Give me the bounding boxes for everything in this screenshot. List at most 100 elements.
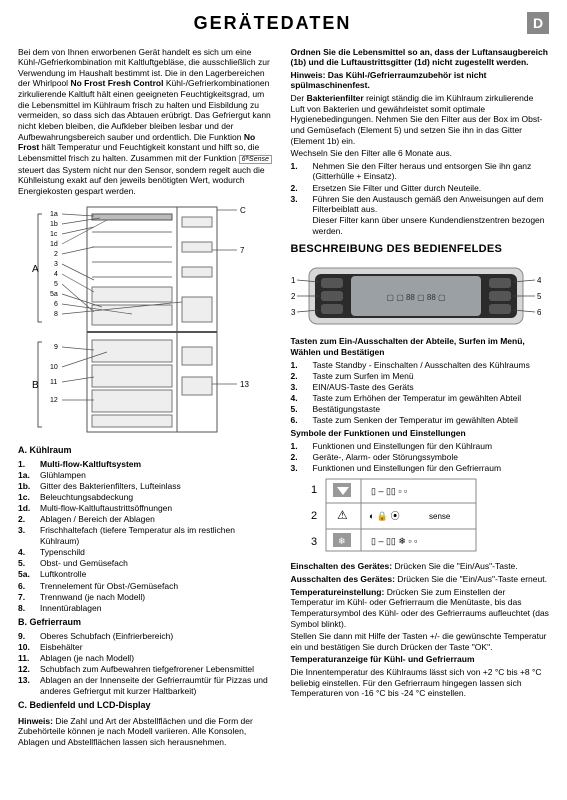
svg-text:10: 10 bbox=[50, 364, 58, 371]
list-item: 1b.Gitter des Bakterienfilters, Lufteinl… bbox=[18, 481, 277, 492]
sense-badge: 6ᵗʰSense bbox=[239, 155, 272, 164]
section-a-head: A. Kühlraum bbox=[18, 445, 277, 456]
filterwechsel: Wechseln Sie den Filter alle 6 Monate au… bbox=[291, 148, 550, 159]
list-item: 1.Taste Standby - Einschalten / Ausschal… bbox=[291, 360, 550, 371]
list-item: 3.Funktionen und Einstellungen für den G… bbox=[291, 463, 550, 474]
list-item: 4.Typenschild bbox=[18, 547, 277, 558]
symbole-list: 1.Funktionen und Einstellungen für den K… bbox=[291, 441, 550, 474]
list-item: 5.Bestätigungstaste bbox=[291, 404, 550, 415]
svg-text:◐ 🔒 ⦿: ◐ 🔒 ⦿ bbox=[369, 511, 400, 521]
svg-text:6: 6 bbox=[537, 308, 541, 317]
list-item: 13.Ablagen an der Innenseite der Gefrier… bbox=[18, 675, 277, 696]
svg-text:1a: 1a bbox=[50, 211, 58, 218]
tasten-list: 1.Taste Standby - Einschalten / Ausschal… bbox=[291, 360, 550, 426]
bakterien-p: Der Bakterienfilter reinigt ständig die … bbox=[291, 93, 550, 146]
ordnen-head: Ordnen Sie die Lebensmittel so an, dass … bbox=[291, 47, 550, 68]
list-item: 2.Ablagen / Bereich der Ablagen bbox=[18, 514, 277, 525]
svg-text:2: 2 bbox=[311, 510, 317, 522]
list-item: 11.Ablagen (je nach Modell) bbox=[18, 653, 277, 664]
list-item: 6.Taste zum Senken der Temperatur im gew… bbox=[291, 415, 550, 426]
svg-text:▢ ▢ 88 ▢ 88 ▢: ▢ ▢ 88 ▢ 88 ▢ bbox=[386, 293, 445, 302]
left-column: Bei dem von Ihnen erworbenen Gerät hande… bbox=[18, 45, 277, 750]
list-item: 2.Geräte-, Alarm- oder Störungssymbole bbox=[291, 452, 550, 463]
svg-text:sense: sense bbox=[429, 512, 451, 521]
svg-text:7: 7 bbox=[240, 246, 245, 255]
list-item: 1a.Glühlampen bbox=[18, 470, 277, 481]
right-column: Ordnen Sie die Lebensmittel so an, dass … bbox=[291, 45, 550, 750]
list-item: 3.Führen Sie den Austausch gemäß den Anw… bbox=[291, 194, 550, 215]
hinweis1-text: Die Zahl und Art der Abstellflächen und … bbox=[18, 716, 253, 747]
svg-text:9: 9 bbox=[54, 344, 58, 351]
tasten-head: Tasten zum Ein-/Ausschalten der Abteile,… bbox=[291, 336, 550, 357]
list-item: 1d.Multi-flow-Kaltluftaustrittsöffnungen bbox=[18, 503, 277, 514]
intro-b1: No Frost Fresh Control bbox=[70, 78, 163, 88]
hinweis-2: Hinweis: Das Kühl-/Gefrierraumzubehör is… bbox=[291, 70, 550, 91]
list-item: Dieser Filter kann über unsere Kundendie… bbox=[291, 215, 550, 236]
list-item: 4.Taste zum Erhöhen der Temperatur im ge… bbox=[291, 393, 550, 404]
einschalten: Einschalten des Gerätes: Drücken Sie die… bbox=[291, 561, 550, 572]
list-item: 10.Eisbehälter bbox=[18, 642, 277, 653]
svg-text:1d: 1d bbox=[50, 241, 58, 248]
panel-title: BESCHREIBUNG DES BEDIENFELDES bbox=[291, 243, 550, 257]
list-item: 5a.Luftkontrolle bbox=[18, 569, 277, 580]
list-item: 9.Oberes Schubfach (Einfrierbereich) bbox=[18, 631, 277, 642]
svg-text:❄: ❄ bbox=[338, 536, 346, 546]
list-item: 1.Nehmen Sie den Filter heraus und entso… bbox=[291, 161, 550, 182]
svg-text:B: B bbox=[32, 380, 39, 391]
filter-steps: 1.Nehmen Sie den Filter heraus und entso… bbox=[291, 161, 550, 237]
temperaturanzeige-text: Die Innentemperatur des Kühlraums lässt … bbox=[291, 667, 550, 699]
list-item: 3.EIN/AUS-Taste des Geräts bbox=[291, 382, 550, 393]
svg-text:1b: 1b bbox=[50, 221, 58, 228]
list-b: 9.Oberes Schubfach (Einfrierbereich)10.E… bbox=[18, 631, 277, 697]
section-c-head: C. Bedienfeld und LCD-Display bbox=[18, 700, 277, 711]
svg-text:13: 13 bbox=[240, 380, 249, 389]
list-item: 1.Multi-flow-Kaltluftsystem bbox=[18, 459, 277, 470]
section-b-head: B. Gefrierraum bbox=[18, 617, 277, 628]
intro-t4: steuert das System nicht nur den Sensor,… bbox=[18, 165, 265, 196]
svg-text:1: 1 bbox=[311, 484, 317, 496]
svg-text:▯ – ▯▯ ❄ ▫ ▫: ▯ – ▯▯ ❄ ▫ ▫ bbox=[371, 536, 417, 546]
diag-letter-a: A bbox=[32, 264, 39, 275]
list-item: 7.Trennwand (je nach Modell) bbox=[18, 592, 277, 603]
temperatureinstellung: Temperatureinstellung: Drücken Sie zum E… bbox=[291, 587, 550, 630]
list-item: 6.Trennelement für Obst-/Gemüsefach bbox=[18, 581, 277, 592]
svg-text:1c: 1c bbox=[50, 231, 58, 238]
list-item: 3.Frischhaltefach (tiefere Temperatur al… bbox=[18, 525, 277, 546]
mini-symbol-diagram: 1 2 3 ▯ – ▯▯ ▫ ▫ ⚠ ◐ 🔒 ⦿ sense ❄ ▯ – ▯▯ … bbox=[291, 477, 550, 555]
svg-text:C: C bbox=[240, 206, 246, 215]
control-panel-diagram: ▢ ▢ 88 ▢ 88 ▢ 1 2 3 4 5 6 bbox=[291, 260, 550, 332]
svg-text:5: 5 bbox=[537, 292, 541, 301]
list-item: 8.Innentürablagen bbox=[18, 603, 277, 614]
svg-text:3: 3 bbox=[54, 261, 58, 268]
list-item: 12.Schubfach zum Aufbewahren tiefgefrore… bbox=[18, 664, 277, 675]
svg-text:3: 3 bbox=[291, 308, 296, 317]
list-a: 1.Multi-flow-Kaltluftsystem1a.Glühlampen… bbox=[18, 459, 277, 614]
fridge-diagram: A 1a 1b 1c 1d 2 3 4 5 5a 6 8 B bbox=[18, 202, 277, 437]
hinweis1-label: Hinweis: bbox=[18, 716, 53, 726]
svg-text:5: 5 bbox=[54, 281, 58, 288]
svg-text:▯ – ▯▯ ▫ ▫: ▯ – ▯▯ ▫ ▫ bbox=[371, 486, 407, 496]
ausschalten: Ausschalten des Gerätes: Drücken Sie die… bbox=[291, 574, 550, 585]
svg-text:4: 4 bbox=[537, 276, 541, 285]
svg-text:4: 4 bbox=[54, 271, 58, 278]
svg-text:1: 1 bbox=[291, 276, 296, 285]
list-item: 2.Ersetzen Sie Filter und Gitter durch N… bbox=[291, 183, 550, 194]
intro-t3: hält Temperatur und Feuchtigkeit konstan… bbox=[18, 142, 259, 163]
svg-text:2: 2 bbox=[54, 251, 58, 258]
svg-text:11: 11 bbox=[50, 379, 57, 386]
page-title: GERÄTEDATEN bbox=[18, 12, 527, 35]
temperaturanzeige-head: Temperaturanzeige für Kühl- und Gefrierr… bbox=[291, 654, 550, 665]
svg-text:5a: 5a bbox=[50, 291, 58, 298]
temp-step2: Stellen Sie dann mit Hilfe der Tasten +/… bbox=[291, 631, 550, 652]
list-item: 5.Obst- und Gemüsefach bbox=[18, 558, 277, 569]
list-item: 1c.Beleuchtungsabdeckung bbox=[18, 492, 277, 503]
symbole-head: Symbole der Funktionen und Einstellungen bbox=[291, 428, 550, 439]
intro-paragraph: Bei dem von Ihnen erworbenen Gerät hande… bbox=[18, 47, 277, 197]
list-item: 1.Funktionen und Einstellungen für den K… bbox=[291, 441, 550, 452]
svg-text:6: 6 bbox=[54, 301, 58, 308]
list-item: 2.Taste zum Surfen im Menü bbox=[291, 371, 550, 382]
svg-text:⚠: ⚠ bbox=[337, 508, 348, 522]
svg-text:2: 2 bbox=[291, 292, 296, 301]
hinweis-1: Hinweis: Die Zahl und Art der Abstellflä… bbox=[18, 716, 277, 748]
svg-text:8: 8 bbox=[54, 311, 58, 318]
